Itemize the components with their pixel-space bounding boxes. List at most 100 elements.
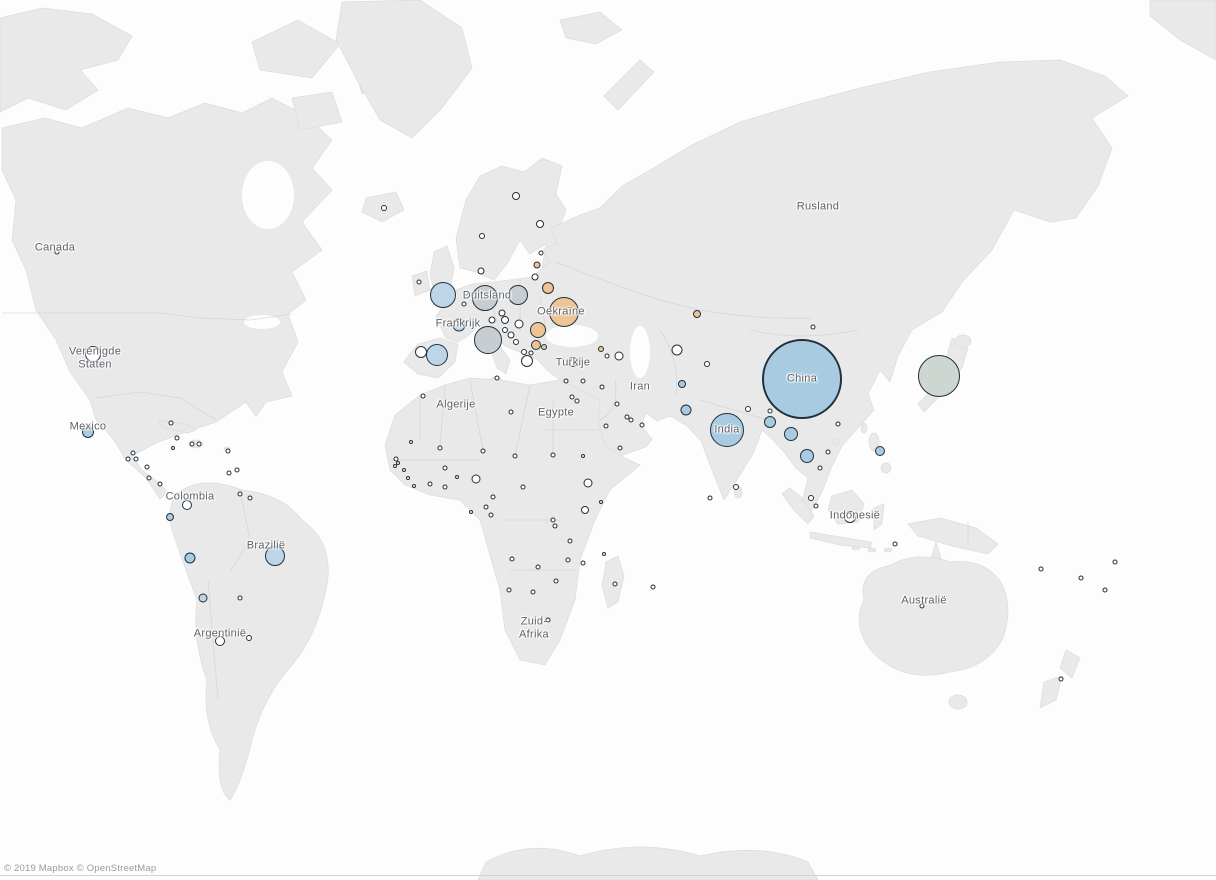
marker-hong-kong[interactable] <box>835 421 841 427</box>
marker-dominica[interactable] <box>234 467 240 473</box>
marker-poland[interactable] <box>508 285 528 305</box>
marker-bulgaria[interactable] <box>541 344 547 350</box>
marker-albania[interactable] <box>521 349 527 355</box>
marker-portugal[interactable] <box>415 346 427 358</box>
marker-thailand[interactable] <box>800 449 814 463</box>
marker-bangladesh[interactable] <box>764 416 776 428</box>
marker-estonia[interactable] <box>538 250 544 256</box>
marker-gambia[interactable] <box>396 461 400 465</box>
marker-cayman-islands[interactable] <box>171 446 175 450</box>
marker-ecuador[interactable] <box>166 513 174 521</box>
marker-italy[interactable] <box>474 326 502 354</box>
marker-colombia[interactable] <box>182 500 192 510</box>
marker-guatemala[interactable] <box>130 450 136 456</box>
marker-ethiopia[interactable] <box>583 478 593 488</box>
marker-romania[interactable] <box>530 322 546 338</box>
marker-kuwait[interactable] <box>614 401 620 407</box>
marker-jamaica[interactable] <box>174 435 180 441</box>
marker-congo[interactable] <box>488 512 494 518</box>
marker-dominican-republic[interactable] <box>196 441 202 447</box>
marker-costa-rica[interactable] <box>146 475 152 481</box>
marker-peru[interactable] <box>184 552 196 564</box>
marker-ghana[interactable] <box>442 484 448 490</box>
marker-new-zealand[interactable] <box>1058 676 1064 682</box>
marker-oman[interactable] <box>639 422 645 428</box>
marker-madagascar[interactable] <box>612 581 618 587</box>
marker-puerto-rico[interactable] <box>225 448 231 454</box>
marker-afghanistan[interactable] <box>678 380 686 388</box>
marker-gabon[interactable] <box>483 504 489 510</box>
marker-cuba[interactable] <box>168 420 174 426</box>
marker-el-salvador[interactable] <box>125 456 131 462</box>
marker-comoros[interactable] <box>602 552 606 556</box>
marker-malaysia[interactable] <box>808 495 814 501</box>
marker-slovenia[interactable] <box>502 327 508 333</box>
marker-namibia[interactable] <box>506 587 512 593</box>
marker-cameroon[interactable] <box>490 494 496 500</box>
marker-norway[interactable] <box>479 233 485 239</box>
marker-mauritania[interactable] <box>409 440 413 444</box>
marker-zimbabwe[interactable] <box>553 578 559 584</box>
marker-chad[interactable] <box>512 453 518 459</box>
marker-china[interactable] <box>762 339 842 419</box>
marker-indonesia[interactable] <box>844 511 856 523</box>
marker-tunisia[interactable] <box>494 375 500 381</box>
marker-netherlands[interactable] <box>463 290 469 296</box>
marker-ukraine[interactable] <box>549 297 579 327</box>
marker-paraguay[interactable] <box>237 595 243 601</box>
marker-south-africa[interactable] <box>545 617 551 623</box>
marker-niger[interactable] <box>480 448 486 454</box>
marker-trinidad[interactable] <box>237 491 243 497</box>
marker-lithuania[interactable] <box>531 273 539 281</box>
marker-morocco[interactable] <box>420 393 426 399</box>
marker-austria[interactable] <box>501 316 509 324</box>
marker-timor-leste[interactable] <box>892 541 898 547</box>
marker-cambodia[interactable] <box>817 465 823 471</box>
marker-israel[interactable] <box>569 394 575 400</box>
marker-honduras[interactable] <box>133 456 139 462</box>
marker-guinea-bissau[interactable] <box>393 464 397 468</box>
marker-ivory-coast[interactable] <box>427 481 433 487</box>
marker-united-kingdom[interactable] <box>430 282 456 308</box>
marker-nigeria[interactable] <box>471 474 481 484</box>
marker-australia[interactable] <box>919 603 925 609</box>
marker-united-states[interactable] <box>85 346 101 362</box>
marker-finland[interactable] <box>536 220 544 228</box>
marker-uruguay[interactable] <box>246 635 252 641</box>
marker-mozambique[interactable] <box>580 560 586 566</box>
marker-yemen[interactable] <box>617 445 623 451</box>
marker-bosnia[interactable] <box>513 339 519 345</box>
marker-north-macedonia[interactable] <box>528 350 534 356</box>
marker-tonga[interactable] <box>1102 587 1108 593</box>
marker-argentina[interactable] <box>215 636 225 646</box>
marker-brazil[interactable] <box>265 546 285 566</box>
marker-st-lucia[interactable] <box>226 470 232 476</box>
marker-france[interactable] <box>452 318 466 332</box>
marker-botswana[interactable] <box>530 589 536 595</box>
marker-belarus[interactable] <box>542 282 554 294</box>
marker-nicaragua[interactable] <box>144 464 150 470</box>
marker-serbia[interactable] <box>531 340 541 350</box>
marker-sri-lanka[interactable] <box>733 484 739 490</box>
marker-central-african-republic[interactable] <box>520 484 526 490</box>
marker-chile[interactable] <box>198 593 208 603</box>
marker-mexico[interactable] <box>82 426 94 438</box>
marker-armenia[interactable] <box>604 353 610 359</box>
marker-belgium[interactable] <box>461 301 467 307</box>
marker-mali[interactable] <box>437 445 443 451</box>
marker-czechia[interactable] <box>498 309 506 317</box>
marker-bhutan[interactable] <box>767 408 773 414</box>
marker-hungary[interactable] <box>514 319 524 329</box>
marker-singapore[interactable] <box>813 503 819 509</box>
map-attribution[interactable]: © 2019 Mapbox © OpenStreetMap <box>4 863 157 874</box>
marker-kenya[interactable] <box>581 506 589 514</box>
marker-panama[interactable] <box>157 481 163 487</box>
marker-georgia[interactable] <box>598 346 604 352</box>
marker-myanmar[interactable] <box>784 427 798 441</box>
marker-fiji[interactable] <box>1038 566 1044 572</box>
marker-latvia[interactable] <box>533 261 541 269</box>
marker-philippines[interactable] <box>875 446 885 456</box>
marker-sudan[interactable] <box>550 452 556 458</box>
marker-saudi-arabia[interactable] <box>603 423 609 429</box>
marker-greece[interactable] <box>521 355 533 367</box>
